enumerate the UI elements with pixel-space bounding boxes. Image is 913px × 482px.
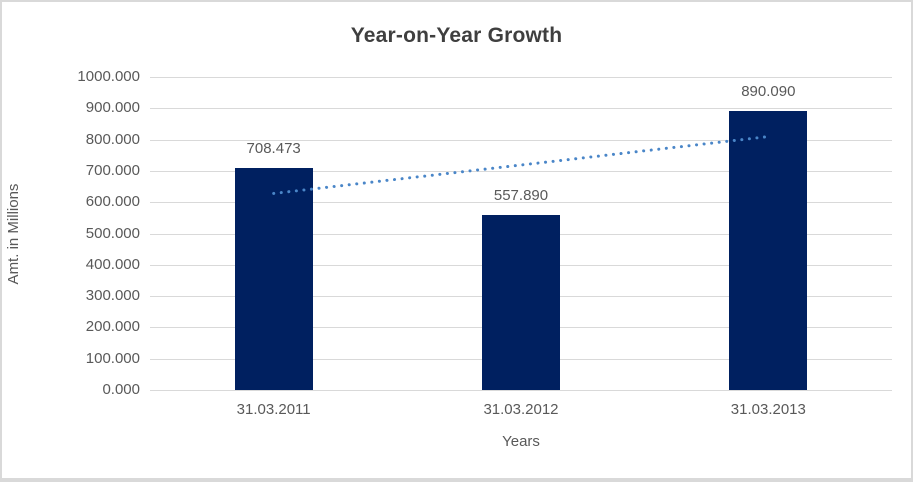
gridline [150, 139, 892, 141]
y-axis-tick-label: 300.000 [85, 287, 140, 305]
chart-title: Year-on-Year Growth [350, 24, 563, 47]
y-axis-tick-label: 600.000 [85, 193, 140, 211]
bar-31.03.2013 [729, 111, 808, 390]
data-label: 708.473 [246, 140, 301, 158]
x-axis-title: Years [502, 433, 540, 450]
gridline [150, 170, 892, 172]
y-axis-tick-label: 100.000 [85, 349, 140, 367]
gridline [150, 390, 892, 391]
y-axis-title: Amt. in Millions [5, 183, 22, 285]
gridline [150, 108, 892, 110]
y-axis-tick-label: 700.000 [85, 161, 140, 179]
data-label: 890.090 [741, 83, 796, 101]
y-axis-tick-label: 1000.000 [77, 68, 140, 85]
gridline [150, 77, 892, 78]
x-axis-tick-label: 31.03.2013 [730, 401, 806, 418]
plot-area [150, 77, 892, 391]
y-axis-tick-label: 400.000 [85, 255, 140, 273]
data-label: 557.890 [493, 187, 549, 205]
gridline [150, 202, 892, 204]
x-axis-tick-label: 31.03.2012 [483, 401, 559, 418]
y-axis-tick-label: 200.000 [85, 318, 140, 336]
bar-31.03.2011 [234, 168, 313, 390]
y-axis-tick-label: 500.000 [85, 224, 140, 242]
trendline [272, 135, 770, 195]
x-axis-tick-label: 31.03.2011 [236, 401, 311, 418]
y-axis-tick-label: 800.000 [85, 130, 140, 148]
bar-31.03.2012 [482, 215, 560, 390]
y-axis-tick-label: 0.000 [102, 381, 140, 398]
y-axis-tick-label: 900.000 [85, 99, 140, 117]
